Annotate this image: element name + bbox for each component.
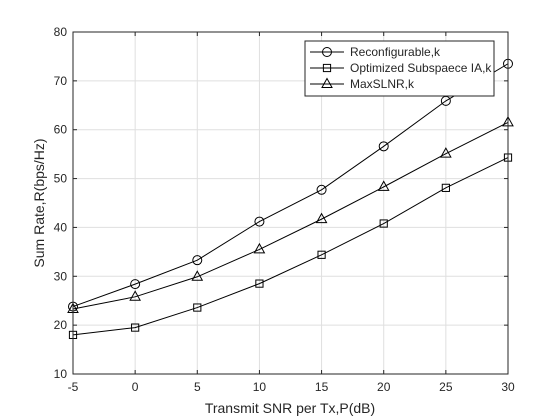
x-tick-label: -5 [68, 380, 79, 394]
data-point-square [255, 279, 264, 288]
y-tick-label: 80 [54, 25, 68, 39]
y-tick-label: 10 [54, 367, 68, 381]
y-axis-label: Sum Rate,R(bps/Hz) [31, 138, 47, 267]
data-point-triangle [377, 180, 390, 191]
x-tick-label: 0 [132, 380, 139, 394]
data-point-circle [254, 216, 265, 227]
data-point-triangle [191, 270, 204, 281]
data-point-circle [192, 255, 203, 266]
x-tick-label: 25 [439, 380, 453, 394]
data-point-circle [378, 141, 389, 152]
x-tick-label: 5 [194, 380, 201, 394]
legend-marker-square [322, 63, 332, 73]
x-tick-label: 20 [377, 380, 391, 394]
y-tick-label: 30 [54, 269, 68, 283]
legend-marker-circle [322, 47, 332, 57]
y-tick-label: 40 [54, 220, 68, 234]
x-tick-label: 10 [253, 380, 267, 394]
series-line [72, 121, 509, 310]
legend: Reconfigurable,k Optimized Subspaece IA,k… [304, 40, 495, 97]
y-tick-label: 70 [54, 74, 68, 88]
y-tick-label: 50 [54, 172, 68, 186]
data-point-triangle [315, 212, 328, 224]
data-point-square [193, 303, 202, 312]
series-line [72, 63, 509, 308]
ticks: -5 0 5 10 15 20 25 30 10 20 30 40 50 60 70 80 [54, 25, 515, 394]
data-point-triangle [253, 242, 266, 254]
data-point-square [317, 250, 326, 259]
data-point-square [441, 183, 450, 192]
data-point-square [131, 323, 140, 332]
plot-frame [72, 31, 509, 375]
x-tick-label: 30 [501, 380, 515, 394]
y-tick-label: 20 [54, 318, 68, 332]
legend-label: MaxSLNR,k [350, 77, 415, 91]
data-point-circle [316, 184, 327, 195]
data-point-circle [130, 279, 141, 290]
legend-marker-triangle [321, 77, 333, 88]
legend-label: Optimized Subspaece IA,k [350, 61, 492, 75]
x-axis-label: Transmit SNR per Tx,P(dB) [205, 400, 375, 416]
data-point-square [379, 219, 388, 228]
legend-label: Reconfigurable,k [350, 45, 441, 59]
y-tick-label: 60 [54, 123, 68, 137]
data-point-triangle [129, 290, 141, 301]
x-tick-label: 15 [315, 380, 329, 394]
data-point-triangle [440, 147, 452, 158]
series-line [72, 157, 509, 336]
